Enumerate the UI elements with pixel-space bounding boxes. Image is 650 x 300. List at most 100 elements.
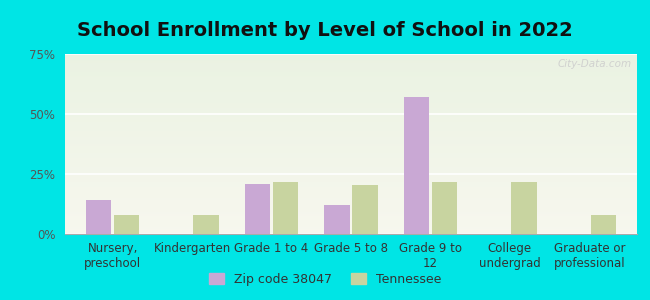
Bar <box>65 115 637 117</box>
Bar <box>65 223 637 225</box>
Bar <box>65 203 637 205</box>
Bar <box>65 232 637 234</box>
Bar <box>511 182 536 234</box>
Bar <box>65 58 637 59</box>
Bar <box>65 61 637 63</box>
Bar <box>65 133 637 135</box>
Bar <box>65 56 637 58</box>
Bar <box>65 230 637 232</box>
Bar <box>193 215 218 234</box>
Bar <box>65 130 637 131</box>
Bar <box>65 171 637 173</box>
Bar <box>65 126 637 128</box>
Bar <box>273 182 298 234</box>
Text: School Enrollment by Level of School in 2022: School Enrollment by Level of School in … <box>77 21 573 40</box>
Bar <box>65 214 637 216</box>
Bar <box>65 135 637 137</box>
Bar <box>65 92 637 94</box>
Bar <box>86 200 112 234</box>
Bar <box>65 72 637 74</box>
Bar <box>65 148 637 149</box>
Bar <box>65 110 637 112</box>
Bar <box>65 175 637 176</box>
Bar <box>352 185 378 234</box>
Bar <box>65 117 637 119</box>
Bar <box>65 191 637 193</box>
Bar <box>65 119 637 121</box>
Bar <box>65 155 637 157</box>
Bar <box>65 79 637 81</box>
Bar <box>65 166 637 167</box>
Bar <box>65 104 637 106</box>
Bar <box>65 153 637 155</box>
Bar <box>65 97 637 99</box>
Bar <box>65 157 637 158</box>
Bar <box>65 225 637 227</box>
Bar <box>65 103 637 104</box>
Bar <box>65 137 637 139</box>
Text: City-Data.com: City-Data.com <box>557 59 631 69</box>
Bar <box>65 146 637 148</box>
Bar <box>65 196 637 198</box>
Bar <box>65 76 637 77</box>
Bar <box>65 124 637 126</box>
Bar <box>65 176 637 178</box>
Bar <box>65 209 637 211</box>
Bar <box>65 169 637 171</box>
Bar <box>432 182 457 234</box>
Bar <box>65 59 637 61</box>
Bar <box>65 227 637 229</box>
Bar <box>65 194 637 196</box>
Bar <box>65 144 637 146</box>
Legend: Zip code 38047, Tennessee: Zip code 38047, Tennessee <box>204 268 446 291</box>
Bar <box>65 142 637 144</box>
Bar <box>65 229 637 230</box>
Bar <box>65 221 637 223</box>
Bar <box>65 70 637 72</box>
Bar <box>65 198 637 200</box>
Bar <box>65 77 637 79</box>
Bar <box>65 121 637 122</box>
Bar <box>65 81 637 83</box>
Bar <box>65 139 637 140</box>
Bar <box>65 212 637 214</box>
Bar <box>65 88 637 90</box>
Bar <box>65 128 637 130</box>
Bar <box>65 164 637 166</box>
Bar <box>65 193 637 194</box>
Bar <box>65 85 637 86</box>
Bar <box>404 97 429 234</box>
Bar <box>65 158 637 160</box>
Bar <box>65 180 637 182</box>
Bar <box>65 216 637 218</box>
Bar <box>65 74 637 76</box>
Bar <box>65 211 637 212</box>
Bar <box>65 178 637 180</box>
Bar <box>65 68 637 70</box>
Bar <box>65 95 637 97</box>
Bar <box>245 184 270 234</box>
Bar <box>65 202 637 203</box>
Bar <box>65 54 637 56</box>
Bar <box>65 90 637 92</box>
Bar <box>65 185 637 187</box>
Bar <box>590 215 616 234</box>
Bar <box>65 122 637 124</box>
Bar <box>65 149 637 151</box>
Bar <box>65 205 637 207</box>
Bar <box>65 220 637 221</box>
Bar <box>65 63 637 65</box>
Bar <box>65 86 637 88</box>
Bar <box>65 189 637 191</box>
Bar <box>324 205 350 234</box>
Bar <box>65 101 637 103</box>
Bar <box>65 187 637 189</box>
Bar <box>65 65 637 67</box>
Bar <box>65 184 637 185</box>
Bar <box>65 218 637 220</box>
Bar <box>65 94 637 95</box>
Bar <box>65 162 637 164</box>
Bar <box>65 182 637 184</box>
Bar <box>65 140 637 142</box>
Bar <box>65 83 637 85</box>
